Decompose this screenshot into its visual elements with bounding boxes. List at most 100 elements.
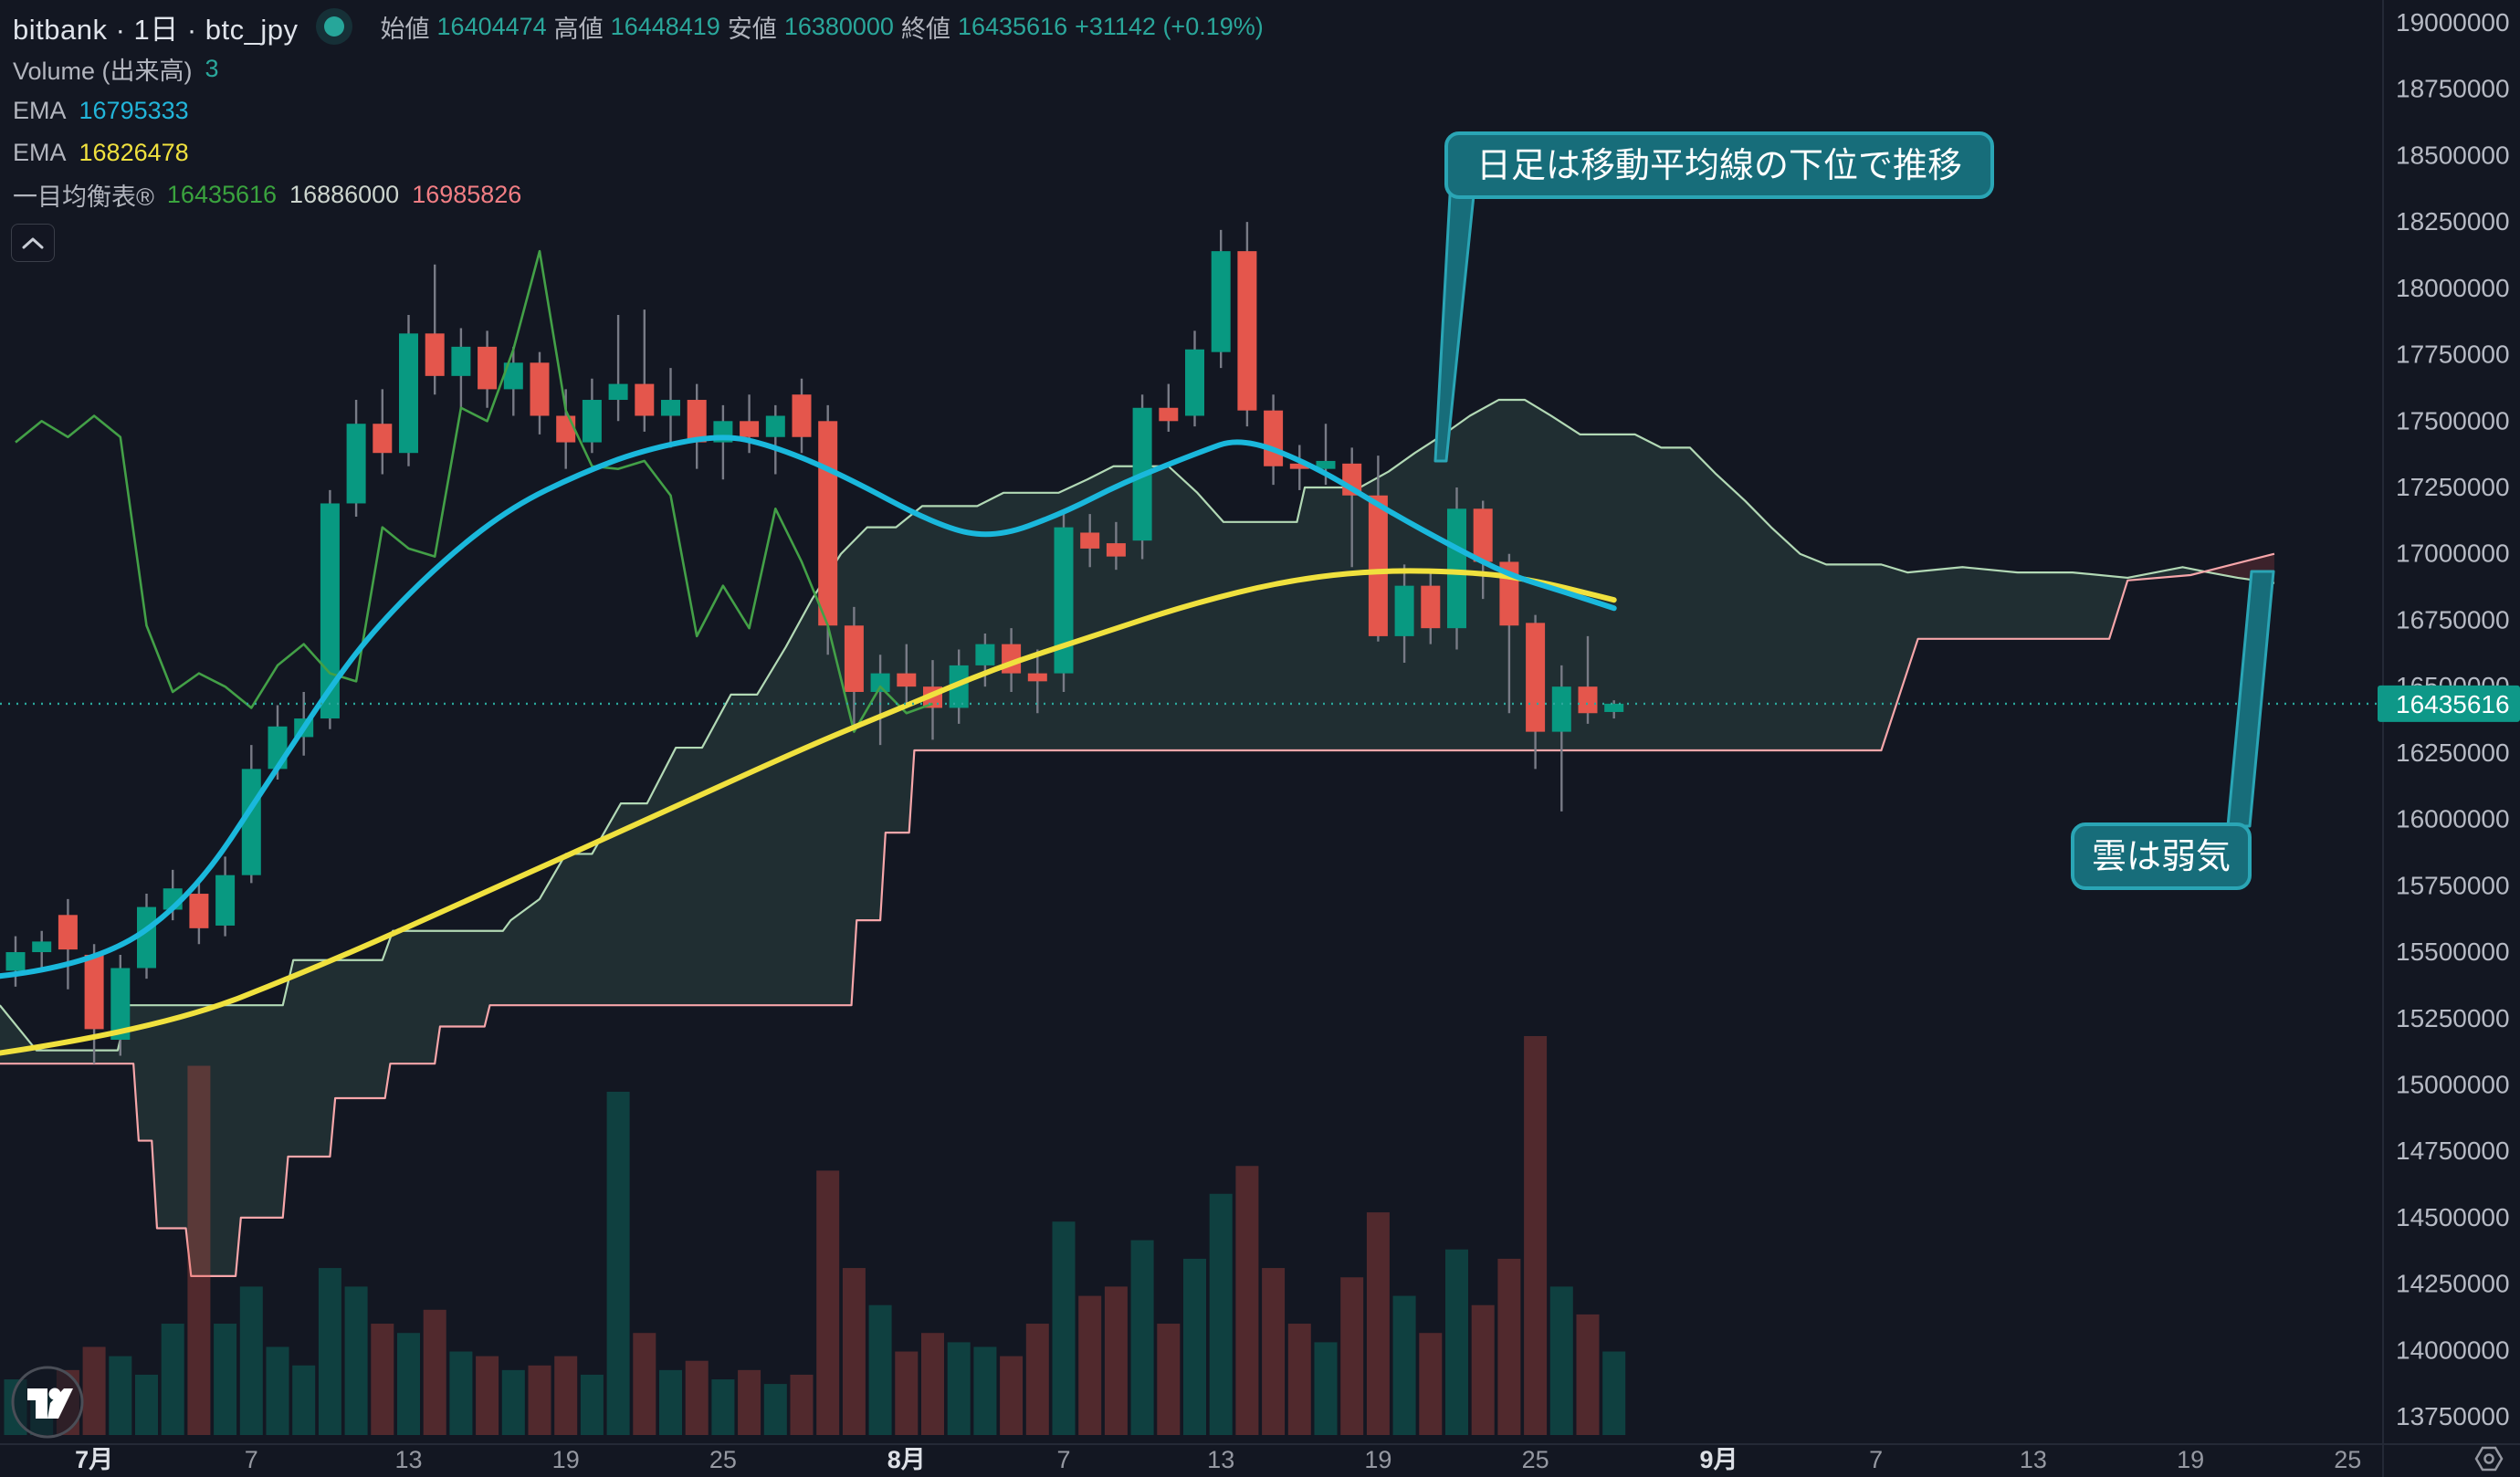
volume-bar: [1497, 1258, 1521, 1435]
candle-body: [870, 673, 890, 692]
volume-bar: [1549, 1286, 1573, 1435]
ema-slow-legend-row[interactable]: EMA 16826478: [13, 131, 1264, 173]
candle-body: [189, 894, 209, 928]
candle-body: [1106, 543, 1126, 557]
price-axis-label: 14000000: [2396, 1336, 2510, 1364]
candle-body: [320, 503, 340, 719]
volume-bar: [1235, 1166, 1259, 1435]
open-label: 始値: [380, 15, 430, 43]
candle-body: [1080, 532, 1100, 549]
axis-settings-icon[interactable]: [2474, 1446, 2504, 1472]
ema-fast-label: EMA: [13, 96, 67, 124]
ema-fast-legend-row[interactable]: EMA 16795333: [13, 89, 1264, 131]
candle-body: [1447, 508, 1466, 629]
legend-collapse-button[interactable]: [11, 224, 55, 262]
volume-legend-row[interactable]: Volume (出来高) 3: [13, 47, 1264, 89]
high-value: 16448419: [610, 12, 720, 40]
candle-body: [687, 400, 707, 443]
volume-bar: [633, 1333, 656, 1435]
volume-bar: [895, 1351, 919, 1435]
candle-body: [399, 333, 418, 454]
volume-bar: [1183, 1258, 1206, 1435]
candle-body: [1185, 349, 1204, 416]
volume-value: 3: [205, 54, 219, 82]
ichimoku-value-2: 16886000: [289, 180, 400, 208]
volume-bar: [318, 1268, 341, 1435]
volume-bar: [1262, 1268, 1286, 1435]
market-status-icon: [323, 16, 344, 37]
tradingview-logo[interactable]: [11, 1366, 84, 1439]
volume-bar: [1524, 1036, 1548, 1435]
candle-body: [1394, 585, 1414, 636]
time-axis-month-label: 9月: [1699, 1446, 1738, 1473]
volume-bar: [528, 1365, 551, 1435]
volume-bar: [187, 1065, 211, 1435]
close-label: 終値: [900, 15, 950, 43]
chevron-up-icon: [22, 237, 44, 249]
close-value: 16435616: [957, 12, 1068, 40]
volume-bar: [1287, 1324, 1311, 1435]
volume-bar: [921, 1333, 944, 1435]
price-axis-label: 18000000: [2396, 274, 2510, 302]
current-price-pill: [2378, 685, 2520, 722]
callout-ma[interactable]: 日足は移動平均線の下位で推移: [1433, 131, 1994, 463]
ichimoku-legend-row[interactable]: 一目均衡表® 16435616 16886000 16985826: [13, 173, 1264, 215]
volume-bar: [501, 1369, 525, 1435]
ichimoku-value-3: 16985826: [412, 180, 522, 208]
price-axis-label: 14250000: [2396, 1270, 2510, 1298]
price-axis[interactable]: 19000000 18750000 18500000 18250000 18000000…: [2378, 8, 2520, 1430]
candle-body: [1159, 407, 1179, 422]
callout-cloud-tail: [2226, 570, 2275, 828]
price-axis-label: 17750000: [2396, 340, 2510, 369]
low-label: 安値: [727, 15, 777, 43]
price-axis-label: 19000000: [2396, 8, 2510, 37]
chikou-line: [15, 249, 933, 733]
price-axis-label: 16250000: [2396, 738, 2510, 767]
candle-body: [1604, 703, 1624, 712]
volume-bar: [1366, 1212, 1390, 1435]
price-axis-label: 18750000: [2396, 75, 2510, 103]
candles-layer: [5, 222, 1624, 1064]
time-axis-day-label: 7: [245, 1446, 258, 1473]
ema-slow-label: EMA: [13, 138, 67, 166]
candle-body: [1368, 495, 1388, 636]
candle-body: [346, 424, 366, 504]
change-value: +31142 (+0.19%): [1075, 12, 1264, 40]
candle-body: [975, 644, 995, 665]
volume-bar: [239, 1286, 263, 1435]
candle-body: [661, 400, 680, 416]
candle-body: [1054, 527, 1074, 674]
price-axis-label: 18250000: [2396, 207, 2510, 236]
callout-cloud[interactable]: 雲は弱気: [2071, 570, 2275, 890]
volume-bar: [1314, 1342, 1338, 1435]
candle-body: [949, 665, 969, 708]
low-value: 16380000: [783, 12, 894, 40]
volume-bar: [1340, 1277, 1364, 1435]
callout-cloud-box: [2071, 822, 2252, 890]
volume-bar: [1419, 1333, 1443, 1435]
candle-body: [425, 333, 445, 376]
candle-body: [268, 726, 288, 770]
time-axis-day-label: 25: [709, 1446, 737, 1473]
volume-bar: [1602, 1351, 1626, 1435]
volume-bar: [1025, 1324, 1049, 1435]
open-value: 16404474: [436, 12, 547, 40]
volume-bar: [82, 1346, 106, 1435]
volume-bar: [344, 1286, 368, 1435]
candle-body: [1551, 686, 1571, 732]
time-axis[interactable]: 7月 7 13 19 25 8月 7 13 19 25 9月 7 13 19 25: [75, 1446, 2361, 1473]
candle-body: [1578, 686, 1598, 714]
candle-body: [1211, 251, 1231, 352]
volume-bar: [868, 1304, 892, 1435]
volume-bar: [371, 1324, 394, 1435]
symbol-title[interactable]: bitbank · 1日 · btc_jpy: [13, 13, 299, 46]
time-axis-day-label: 7: [1869, 1446, 1883, 1473]
volume-label: Volume (出来高): [13, 57, 193, 85]
symbol-row[interactable]: bitbank · 1日 · btc_jpy 始値 16404474 高値 16…: [13, 5, 1264, 47]
candle-body: [765, 415, 785, 437]
volume-bar: [161, 1324, 184, 1435]
candle-body: [1473, 508, 1493, 562]
volume-bar: [580, 1374, 604, 1435]
volume-bar: [685, 1360, 709, 1435]
